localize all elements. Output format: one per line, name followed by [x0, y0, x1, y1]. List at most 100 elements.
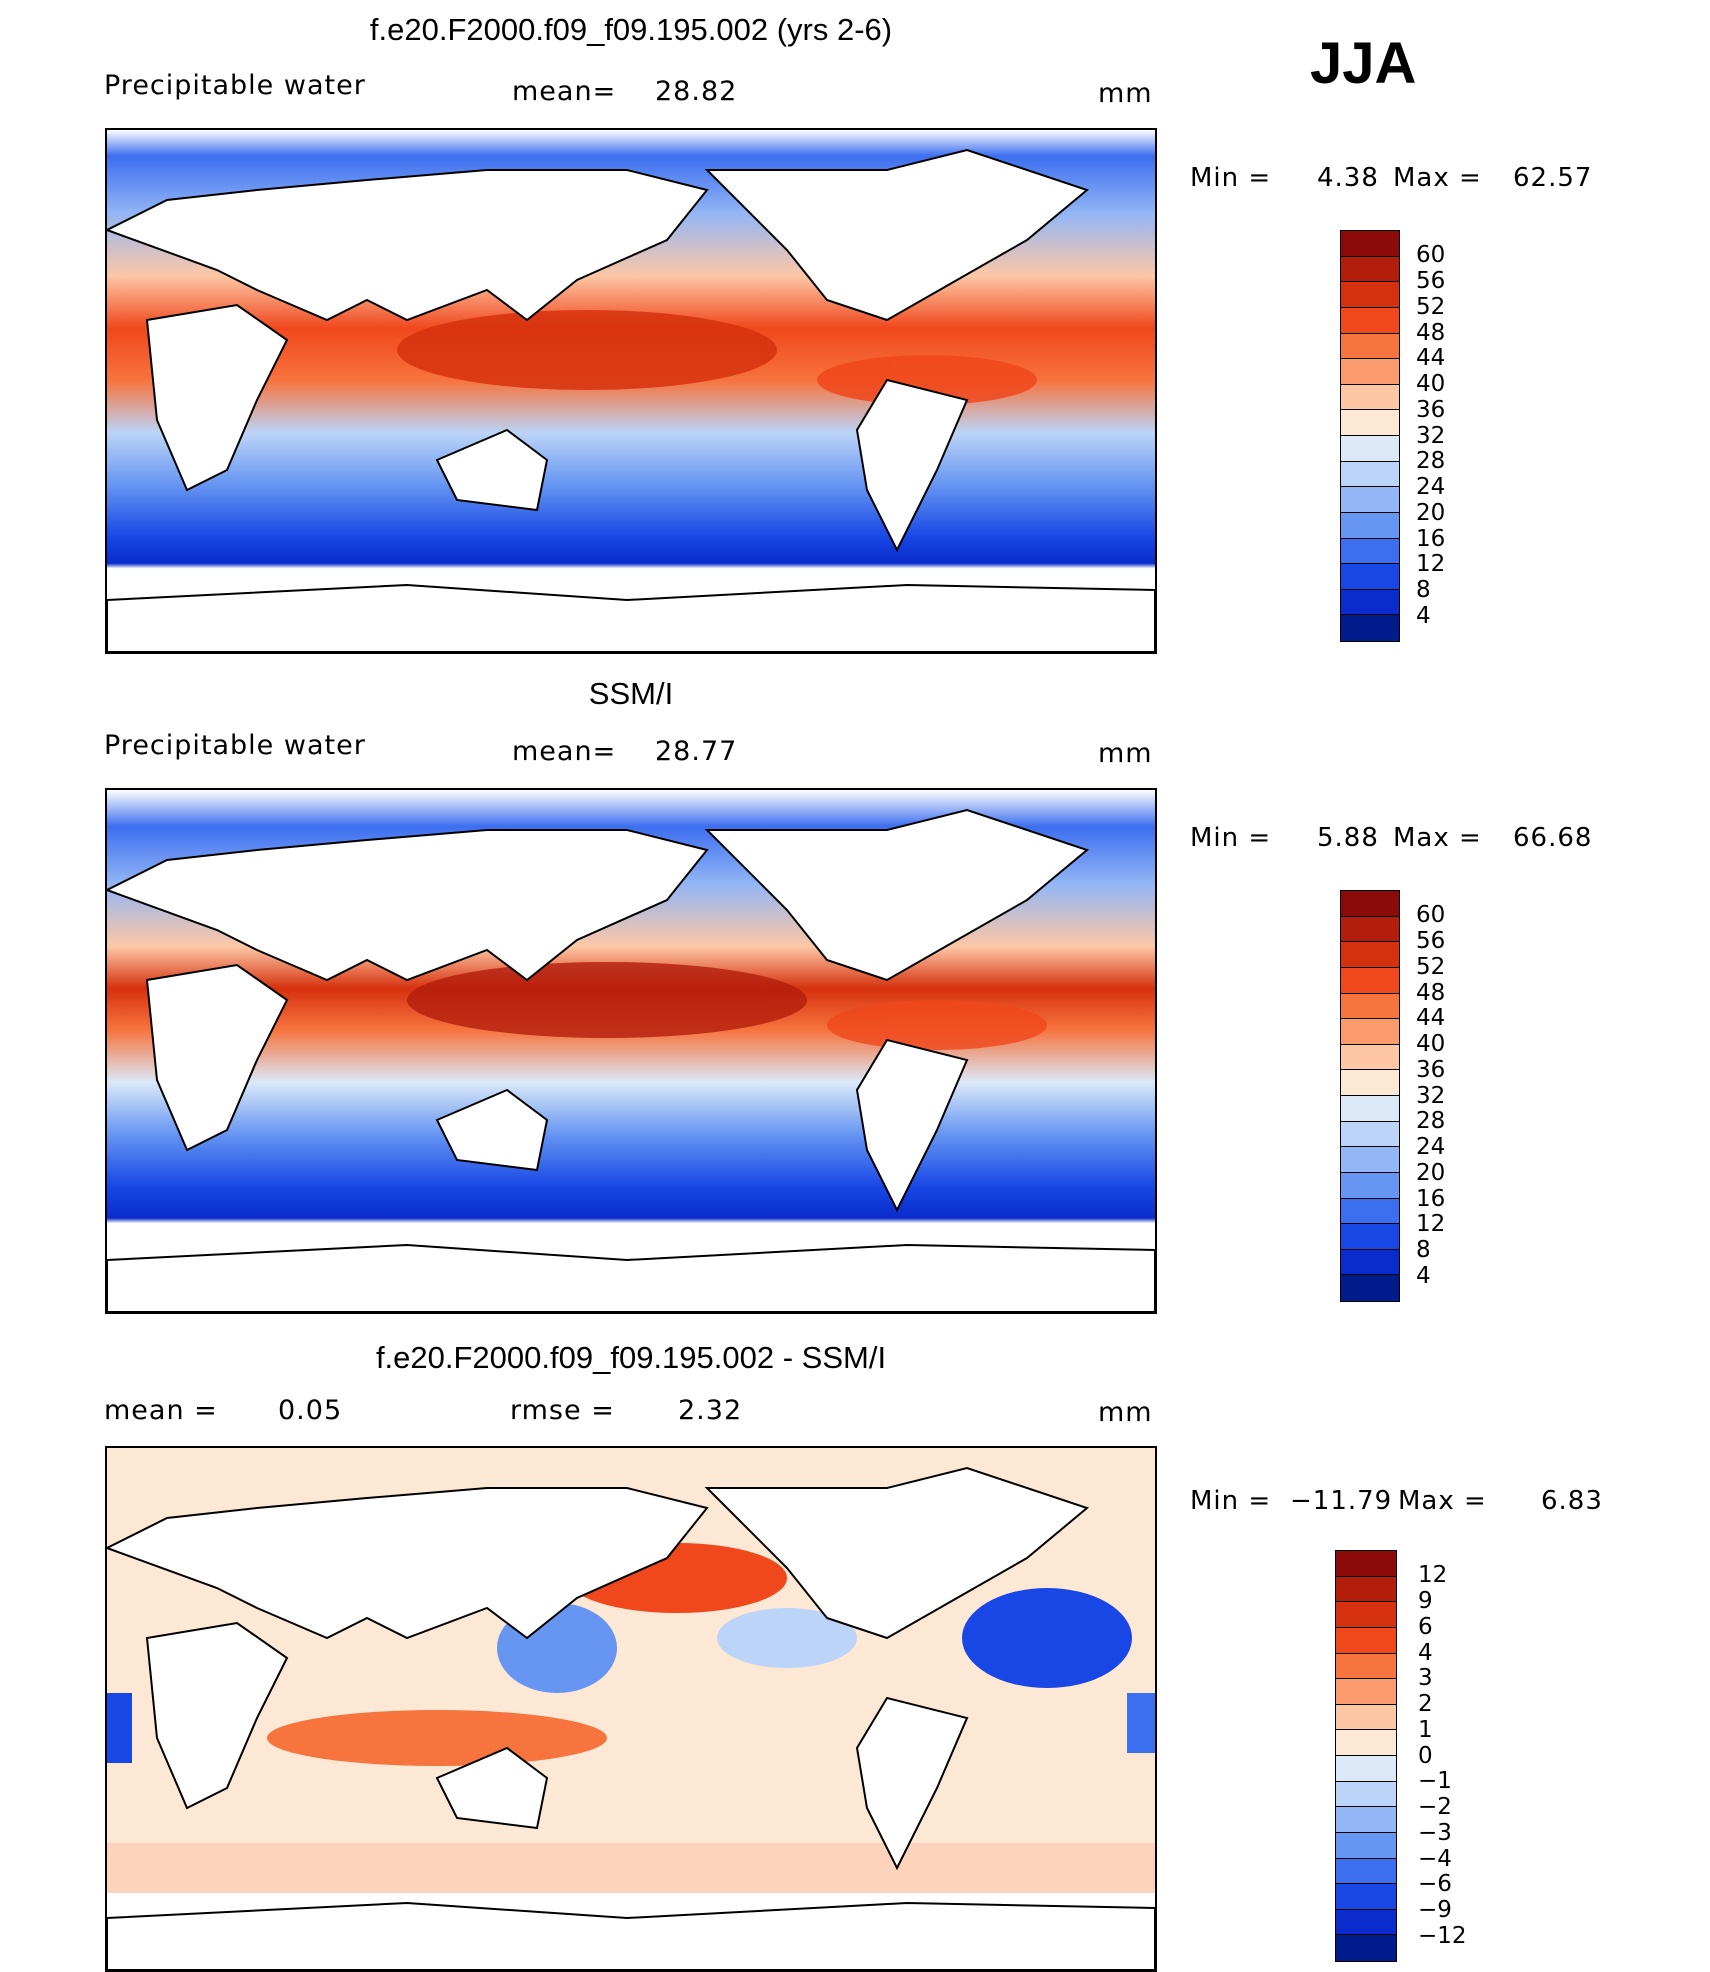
panel-3-units: mm — [1098, 1397, 1153, 1428]
colorbar-swatch — [1341, 1147, 1399, 1173]
colorbar-tick-label: 56 — [1416, 928, 1446, 954]
colorbar-tick-label: 16 — [1416, 1185, 1446, 1212]
panel-3-min-label: Min = — [1190, 1486, 1272, 1516]
colorbar-tick-label: 9 — [1418, 1588, 1433, 1614]
colorbar-tick-label: 16 — [1416, 525, 1446, 552]
colorbar-swatch — [1341, 942, 1399, 968]
panel-1-mean-label: mean= — [512, 76, 617, 107]
colorbar-swatch — [1336, 1730, 1396, 1756]
colorbar-swatch — [1341, 487, 1399, 513]
colorbar-swatch — [1341, 564, 1399, 590]
panel-1-colorbar — [1340, 230, 1400, 642]
colorbar-swatch — [1341, 1275, 1399, 1301]
panel-3-colorbar — [1335, 1550, 1397, 1962]
colorbar-tick-label: 12 — [1418, 1562, 1448, 1589]
panel-1-continents — [107, 148, 1155, 652]
colorbar-swatch — [1341, 1249, 1399, 1276]
colorbar-swatch — [1336, 1781, 1396, 1808]
colorbar-tick-label: −4 — [1418, 1845, 1452, 1872]
colorbar-tick-label: −6 — [1418, 1871, 1452, 1898]
panel-2-mean-value: 28.77 — [655, 736, 738, 767]
colorbar-tick-label: 0 — [1418, 1742, 1433, 1769]
colorbar-swatch — [1341, 538, 1399, 565]
colorbar-tick-label: 20 — [1416, 499, 1446, 526]
colorbar-swatch — [1341, 410, 1399, 436]
colorbar-tick-label: 1 — [1418, 1716, 1433, 1743]
panel-1-warm-pool — [397, 310, 1037, 405]
season-label: JJA — [1310, 31, 1417, 96]
colorbar-swatch — [1336, 1576, 1396, 1603]
colorbar-swatch — [1341, 231, 1399, 257]
colorbar-tick-label: −2 — [1418, 1794, 1452, 1820]
panel-3-map — [105, 1446, 1157, 1972]
colorbar-swatch — [1336, 1627, 1396, 1654]
panel-1-units: mm — [1098, 78, 1153, 109]
colorbar-swatch — [1341, 1044, 1399, 1071]
panel-3-rmse-value: 2.32 — [678, 1395, 743, 1426]
colorbar-tick-label: −12 — [1418, 1922, 1467, 1949]
panel-3-mean-value: 0.05 — [278, 1395, 343, 1426]
colorbar-tick-label: 60 — [1416, 242, 1446, 269]
panel-1-min-label: Min = — [1190, 163, 1272, 193]
panel-2-min-label: Min = — [1190, 823, 1272, 853]
colorbar-tick-label: 4 — [1416, 1262, 1431, 1289]
colorbar-tick-label: 24 — [1416, 474, 1446, 500]
colorbar-swatch — [1341, 916, 1399, 943]
colorbar-swatch — [1336, 1704, 1396, 1731]
panel-2-continents — [107, 808, 1155, 1312]
colorbar-swatch — [1341, 1019, 1399, 1045]
colorbar-swatch — [1336, 1756, 1396, 1782]
colorbar-tick-label: 44 — [1416, 1005, 1446, 1032]
colorbar-tick-label: 8 — [1416, 1237, 1431, 1263]
colorbar-tick-label: −9 — [1418, 1897, 1452, 1923]
colorbar-tick-label: −1 — [1418, 1768, 1452, 1795]
colorbar-swatch — [1341, 993, 1399, 1020]
panel-3-rmse-label: rmse = — [510, 1395, 615, 1426]
panel-3-title: f.e20.F2000.f09_f09.195.002 - SSM/I — [375, 1340, 887, 1375]
colorbar-swatch — [1341, 1121, 1399, 1148]
colorbar-tick-label: 28 — [1416, 1108, 1446, 1135]
colorbar-tick-label: 28 — [1416, 448, 1446, 475]
colorbar-swatch — [1336, 1602, 1396, 1628]
colorbar-tick-label: 48 — [1416, 319, 1446, 346]
colorbar-tick-label: 48 — [1416, 979, 1446, 1006]
panel-1-min-value: 4.38 — [1317, 163, 1379, 193]
panel-1-map — [105, 128, 1157, 654]
colorbar-tick-label: 4 — [1416, 602, 1431, 629]
colorbar-tick-label: 20 — [1416, 1159, 1446, 1186]
colorbar-swatch — [1336, 1884, 1396, 1910]
colorbar-swatch — [1336, 1935, 1396, 1961]
colorbar-swatch — [1341, 1224, 1399, 1250]
colorbar-swatch — [1341, 1198, 1399, 1225]
panel-2-units: mm — [1098, 738, 1153, 769]
colorbar-tick-label: 24 — [1416, 1134, 1446, 1160]
colorbar-swatch — [1336, 1807, 1396, 1833]
colorbar-swatch — [1336, 1909, 1396, 1936]
colorbar-swatch — [1341, 512, 1399, 539]
colorbar-swatch — [1341, 615, 1399, 641]
colorbar-swatch — [1341, 307, 1399, 334]
panel-2-max-label: Max = — [1393, 823, 1482, 853]
colorbar-tick-label: 44 — [1416, 345, 1446, 372]
colorbar-tick-label: 52 — [1416, 953, 1446, 980]
panel-3-max-value: 6.83 — [1541, 1486, 1603, 1516]
colorbar-swatch — [1341, 256, 1399, 283]
colorbar-swatch — [1341, 891, 1399, 917]
panel-1-max-label: Max = — [1393, 163, 1482, 193]
colorbar-swatch — [1341, 436, 1399, 462]
panel-2-colorbar — [1340, 890, 1400, 1302]
panel-2-map — [105, 788, 1157, 1314]
colorbar-tick-label: 6 — [1418, 1613, 1433, 1640]
panel-2-max-value: 66.68 — [1513, 823, 1593, 853]
colorbar-tick-label: 40 — [1416, 371, 1446, 397]
panel-3-max-label: Max = — [1398, 1486, 1487, 1516]
colorbar-swatch — [1341, 1172, 1399, 1199]
panel-2-warm-pool — [407, 962, 1047, 1050]
colorbar-tick-label: 3 — [1418, 1665, 1433, 1692]
panel-2-title: SSM/I — [588, 676, 674, 711]
colorbar-swatch — [1336, 1653, 1396, 1680]
colorbar-tick-label: −3 — [1418, 1819, 1452, 1846]
colorbar-tick-label: 12 — [1416, 1211, 1446, 1238]
colorbar-swatch — [1336, 1551, 1396, 1577]
colorbar-swatch — [1341, 461, 1399, 488]
